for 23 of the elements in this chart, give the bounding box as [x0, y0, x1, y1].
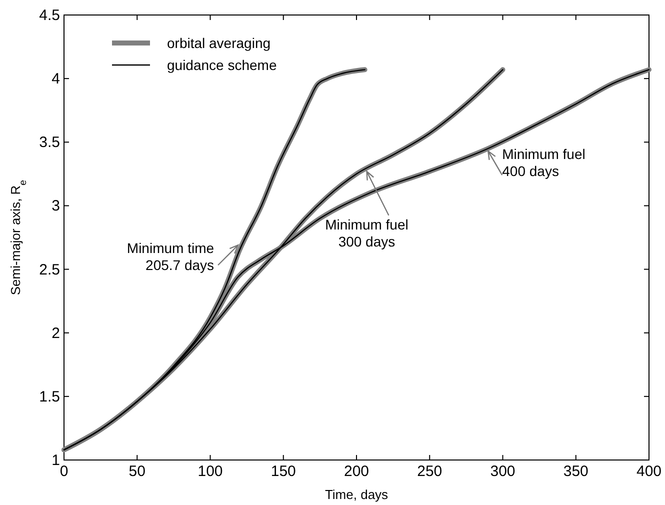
y-tick-label: 2: [52, 324, 60, 342]
x-tick-label: 0: [60, 463, 68, 480]
annotation: Minimum fuel 400 days: [502, 146, 586, 180]
x-tick-label: 100: [198, 463, 223, 480]
y-tick-label: 1.5: [39, 388, 60, 406]
y-tick-label: 4: [52, 70, 60, 88]
y-tick-label: 4.5: [39, 7, 60, 24]
x-tick-label: 150: [270, 463, 296, 480]
x-tick-label: 400: [636, 463, 662, 480]
x-tick-label: 200: [344, 463, 370, 480]
x-tick-label: 350: [563, 463, 588, 480]
y-tick-label: 2.5: [39, 261, 60, 278]
annotation: Minimum fuel 300 days: [325, 216, 408, 250]
annotation: Minimum time 205.7 days: [126, 240, 214, 274]
x-tick-label: 50: [128, 463, 146, 480]
y-tick-label: 3.5: [39, 134, 60, 152]
x-axis-title: Time, days: [324, 487, 389, 502]
legend-label: orbital averaging: [167, 35, 271, 51]
x-tick-label: 300: [490, 463, 516, 480]
y-tick-label: 1: [52, 452, 60, 469]
legend-label: guidance scheme: [167, 57, 277, 73]
y-tick-label: 3: [52, 198, 60, 215]
x-tick-label: 250: [417, 463, 442, 480]
